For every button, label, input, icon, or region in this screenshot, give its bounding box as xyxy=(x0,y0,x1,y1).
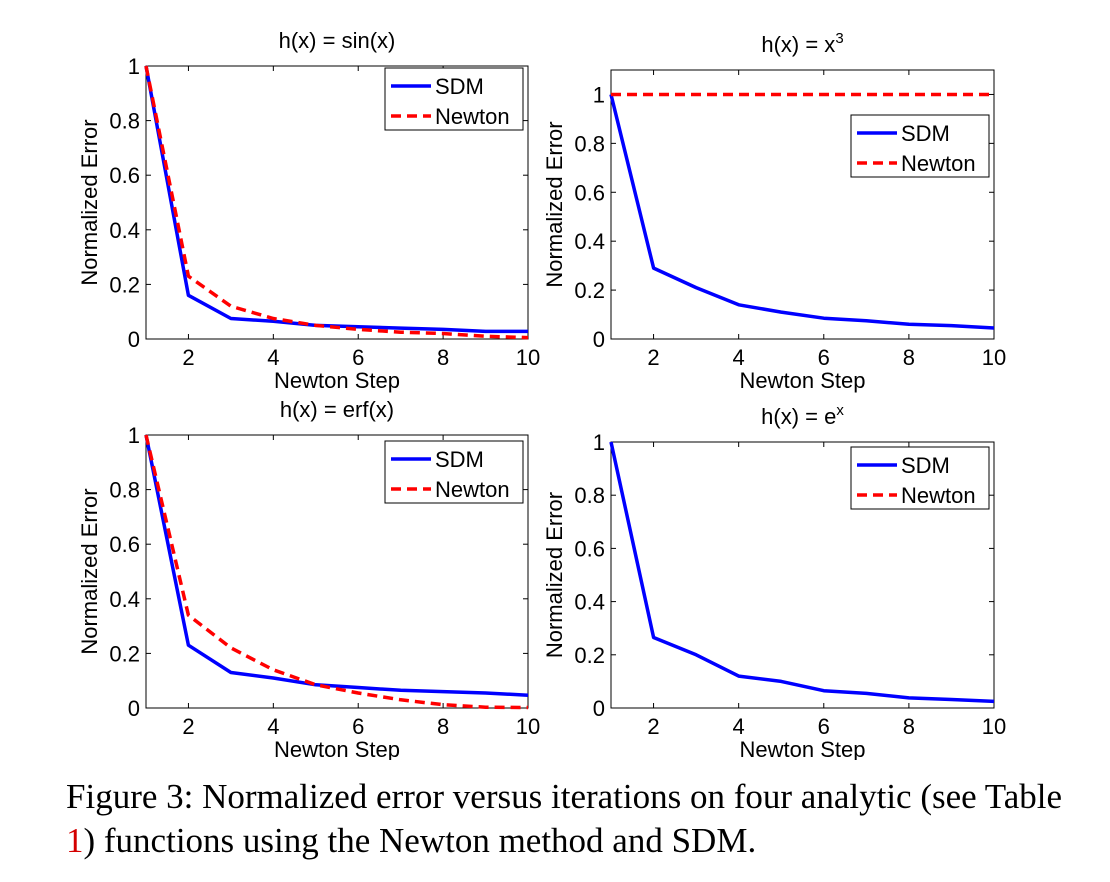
y-tick-label: 0.4 xyxy=(109,587,140,612)
x-tick-label: 10 xyxy=(516,345,540,370)
y-tick-label: 0.8 xyxy=(574,131,605,156)
y-axis-label: Normalized Error xyxy=(542,492,567,658)
y-tick-label: 0 xyxy=(593,327,605,352)
chart-title: h(x) = erf(x) xyxy=(280,397,394,422)
newton-series-line xyxy=(144,434,529,710)
legend: SDM Newton xyxy=(384,440,524,504)
legend-label: SDM xyxy=(901,121,950,146)
x-tick-label: 8 xyxy=(437,345,449,370)
chart-title-superscript: 3 xyxy=(835,30,843,47)
x-axis-label: Newton Step xyxy=(740,737,866,760)
y-tick-label: 0 xyxy=(128,696,140,721)
x-tick-label: 4 xyxy=(733,345,745,370)
legend-label: SDM xyxy=(901,453,950,478)
x-tick-label: 2 xyxy=(647,714,659,739)
figure-caption: Figure 3: Normalized error versus iterat… xyxy=(66,775,1066,863)
y-tick-label: 0.4 xyxy=(574,590,605,615)
y-axis-label: Normalized Error xyxy=(77,488,102,654)
y-tick-label: 0.4 xyxy=(109,218,140,243)
table-reference-link[interactable]: 1 xyxy=(66,821,84,860)
y-tick-label: 0.4 xyxy=(574,229,605,254)
y-tick-label: 0.2 xyxy=(109,641,140,666)
x-tick-label: 10 xyxy=(982,714,1006,739)
sdm-series-line xyxy=(609,94,995,330)
x-axis-label: Newton Step xyxy=(274,737,400,760)
y-tick-label: 0.6 xyxy=(574,536,605,561)
x-tick-label: 8 xyxy=(437,714,449,739)
x-tick-label: 8 xyxy=(903,714,915,739)
x-tick-label: 6 xyxy=(352,345,364,370)
y-tick-label: 0.8 xyxy=(109,478,140,503)
legend: SDM Newton xyxy=(850,446,990,510)
y-tick-label: 0.2 xyxy=(574,278,605,303)
x-tick-label: 10 xyxy=(982,345,1006,370)
legend-label: Newton xyxy=(901,483,976,508)
figure-3-charts: h(x) = sin(x)2 4 6 8 1000.20.40.60.81Newton … xyxy=(77,28,1006,760)
chart-panel-3: h(x) = erf(x) 2 4 6 8 10 0 0.2 0.4 0.6 0.8 1 Newton … xyxy=(77,397,540,760)
chart-panel-2: h(x) = x3 2 4 6 8 10 0 0.2 0.4 0.6 0.8 1 Newton Step… xyxy=(542,30,1006,393)
x-axis-label: Newton Step xyxy=(740,368,866,393)
x-axis-label: Newton Step xyxy=(274,368,400,393)
x-tick-label: 4 xyxy=(267,714,279,739)
x-tick-label: 2 xyxy=(647,345,659,370)
x-tick-label: 6 xyxy=(818,714,830,739)
axes-box xyxy=(145,434,529,709)
y-tick-label: 0.8 xyxy=(574,483,605,508)
newton-series-line xyxy=(144,65,529,340)
axes-box xyxy=(145,65,529,340)
legend-box xyxy=(384,67,524,131)
y-tick-label: 1 xyxy=(593,430,605,455)
legend-label: SDM xyxy=(435,74,484,99)
y-tick-label: 0 xyxy=(593,696,605,721)
legend: SDM Newton xyxy=(850,114,990,178)
chart-title: h(x) = ex xyxy=(761,402,844,429)
x-tick-label: 4 xyxy=(267,345,279,370)
caption-prefix: Figure 3: Normalized error versus iterat… xyxy=(66,777,1063,816)
sdm-series-line xyxy=(609,441,995,704)
y-tick-label: 0.8 xyxy=(109,109,140,134)
legend-label: Newton xyxy=(435,104,510,129)
y-tick-label: 1 xyxy=(128,423,140,448)
x-tick-label: 6 xyxy=(352,714,364,739)
chart-title: h(x) = sin(x) xyxy=(279,28,396,53)
y-tick-label: 0.6 xyxy=(109,163,140,188)
y-tick-label: 0.2 xyxy=(109,272,140,297)
y-tick-label: 0.6 xyxy=(574,180,605,205)
chart-panel-4: h(x) = ex 2 4 6 8 10 0 0.2 0.4 0.6 0.8 1 Newton Step… xyxy=(542,402,1006,760)
axes-box xyxy=(610,441,995,709)
sdm-series-line xyxy=(144,434,529,697)
y-tick-label: 1 xyxy=(128,54,140,79)
x-tick-label: 2 xyxy=(182,714,194,739)
x-tick-label: 8 xyxy=(903,345,915,370)
y-tick-label: 0 xyxy=(128,327,140,352)
legend-box xyxy=(384,440,524,504)
x-tick-label: 2 xyxy=(182,345,194,370)
chart-title-superscript: x xyxy=(836,402,844,419)
x-tick-label: 6 xyxy=(818,345,830,370)
legend-box xyxy=(850,114,990,178)
x-tick-label: 10 xyxy=(516,714,540,739)
axes-box xyxy=(610,69,995,340)
y-tick-label: 0.2 xyxy=(574,643,605,668)
legend-label: SDM xyxy=(435,447,484,472)
y-axis-label: Normalized Error xyxy=(77,119,102,285)
y-tick-label: 1 xyxy=(593,82,605,107)
legend-label: Newton xyxy=(435,477,510,502)
x-tick-label: 4 xyxy=(733,714,745,739)
legend: SDM Newton xyxy=(384,67,524,131)
chart-title: h(x) = x3 xyxy=(761,30,843,57)
legend-label: Newton xyxy=(901,151,976,176)
caption-suffix: ) functions using the Newton method and … xyxy=(83,821,757,860)
chart-panel-1: h(x) = sin(x) 2 4 6 8 10 0 0.2 0.4 0.6 0.8 1 Newton … xyxy=(77,28,540,393)
legend-box xyxy=(850,446,990,510)
y-axis-label: Normalized Error xyxy=(542,121,567,287)
y-tick-label: 0.6 xyxy=(109,532,140,557)
